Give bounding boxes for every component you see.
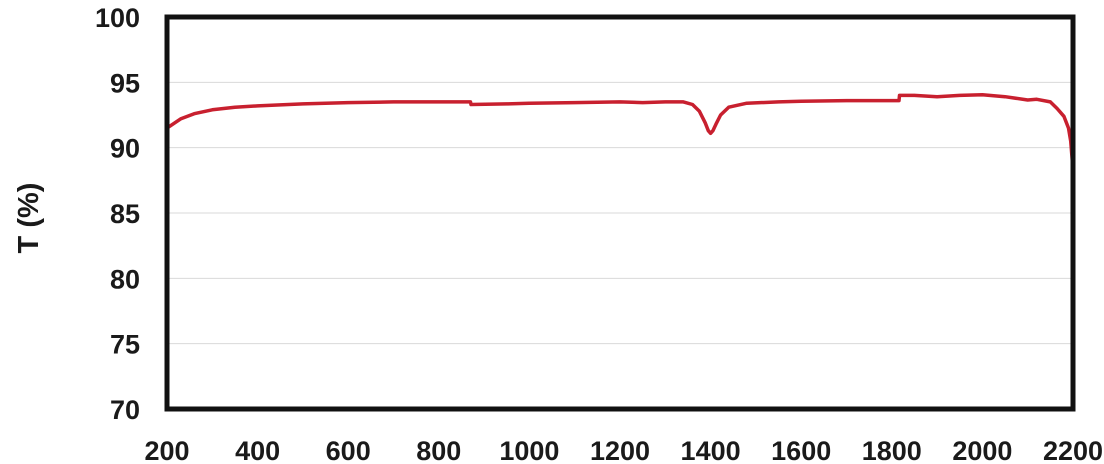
- x-tick-1200: 1200: [590, 436, 650, 464]
- x-tick-1800: 1800: [862, 436, 922, 464]
- y-axis-label: T (%): [13, 183, 45, 254]
- x-tick-200: 200: [144, 436, 189, 464]
- y-tick-75: 75: [110, 330, 140, 360]
- x-tick-400: 400: [235, 436, 280, 464]
- y-tick-labels: 100 95 90 85 80 75 70: [95, 3, 140, 425]
- x-tick-1400: 1400: [681, 436, 741, 464]
- y-tick-85: 85: [110, 199, 140, 229]
- y-tick-90: 90: [110, 134, 140, 164]
- x-tick-1000: 1000: [499, 436, 559, 464]
- x-tick-labels: 200 400 600 800 1000 1200 1400 1600 1800 2000 2200: [144, 436, 1103, 464]
- y-tick-70: 70: [110, 395, 140, 425]
- x-tick-600: 600: [326, 436, 371, 464]
- plot-frame: [164, 14, 1076, 412]
- series-layer: [165, 92, 1075, 172]
- y-tick-100: 100: [95, 3, 140, 33]
- gridlines: [167, 81, 1073, 345]
- x-tick-2000: 2000: [952, 436, 1012, 464]
- series-line-0: [165, 92, 1075, 172]
- x-tick-1600: 1600: [771, 436, 831, 464]
- y-tick-80: 80: [110, 264, 140, 294]
- x-tick-800: 800: [416, 436, 461, 464]
- x-tick-2200: 2200: [1043, 436, 1103, 464]
- y-tick-95: 95: [110, 68, 140, 98]
